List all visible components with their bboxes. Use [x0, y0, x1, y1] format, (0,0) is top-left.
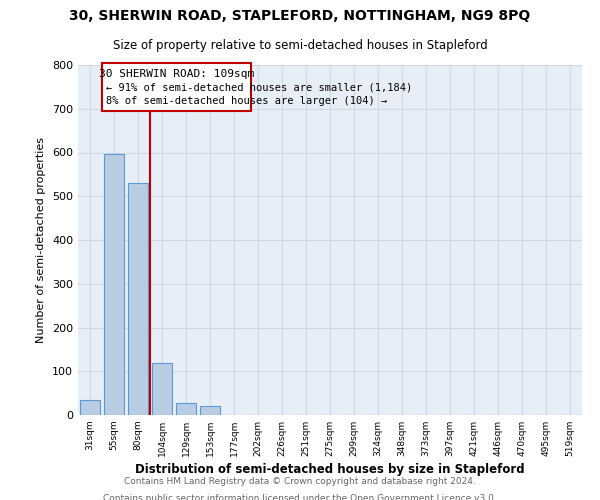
Y-axis label: Number of semi-detached properties: Number of semi-detached properties	[37, 137, 46, 343]
Bar	[176, 403, 196, 415]
Bar	[128, 183, 148, 415]
Text: 8% of semi-detached houses are larger (104) →: 8% of semi-detached houses are larger (1…	[106, 96, 387, 106]
X-axis label: Distribution of semi-detached houses by size in Stapleford: Distribution of semi-detached houses by …	[135, 463, 525, 476]
Bar	[104, 154, 124, 415]
Bar	[152, 364, 172, 415]
Text: Contains HM Land Registry data © Crown copyright and database right 2024.: Contains HM Land Registry data © Crown c…	[124, 478, 476, 486]
Text: 30 SHERWIN ROAD: 109sqm: 30 SHERWIN ROAD: 109sqm	[99, 70, 254, 80]
Text: Size of property relative to semi-detached houses in Stapleford: Size of property relative to semi-detach…	[113, 39, 487, 52]
Text: ← 91% of semi-detached houses are smaller (1,184): ← 91% of semi-detached houses are smalle…	[106, 82, 412, 92]
Text: 30, SHERWIN ROAD, STAPLEFORD, NOTTINGHAM, NG9 8PQ: 30, SHERWIN ROAD, STAPLEFORD, NOTTINGHAM…	[70, 9, 530, 23]
Text: Contains public sector information licensed under the Open Government Licence v3: Contains public sector information licen…	[103, 494, 497, 500]
Bar	[80, 400, 100, 415]
Bar	[200, 406, 220, 415]
FancyBboxPatch shape	[102, 63, 251, 111]
